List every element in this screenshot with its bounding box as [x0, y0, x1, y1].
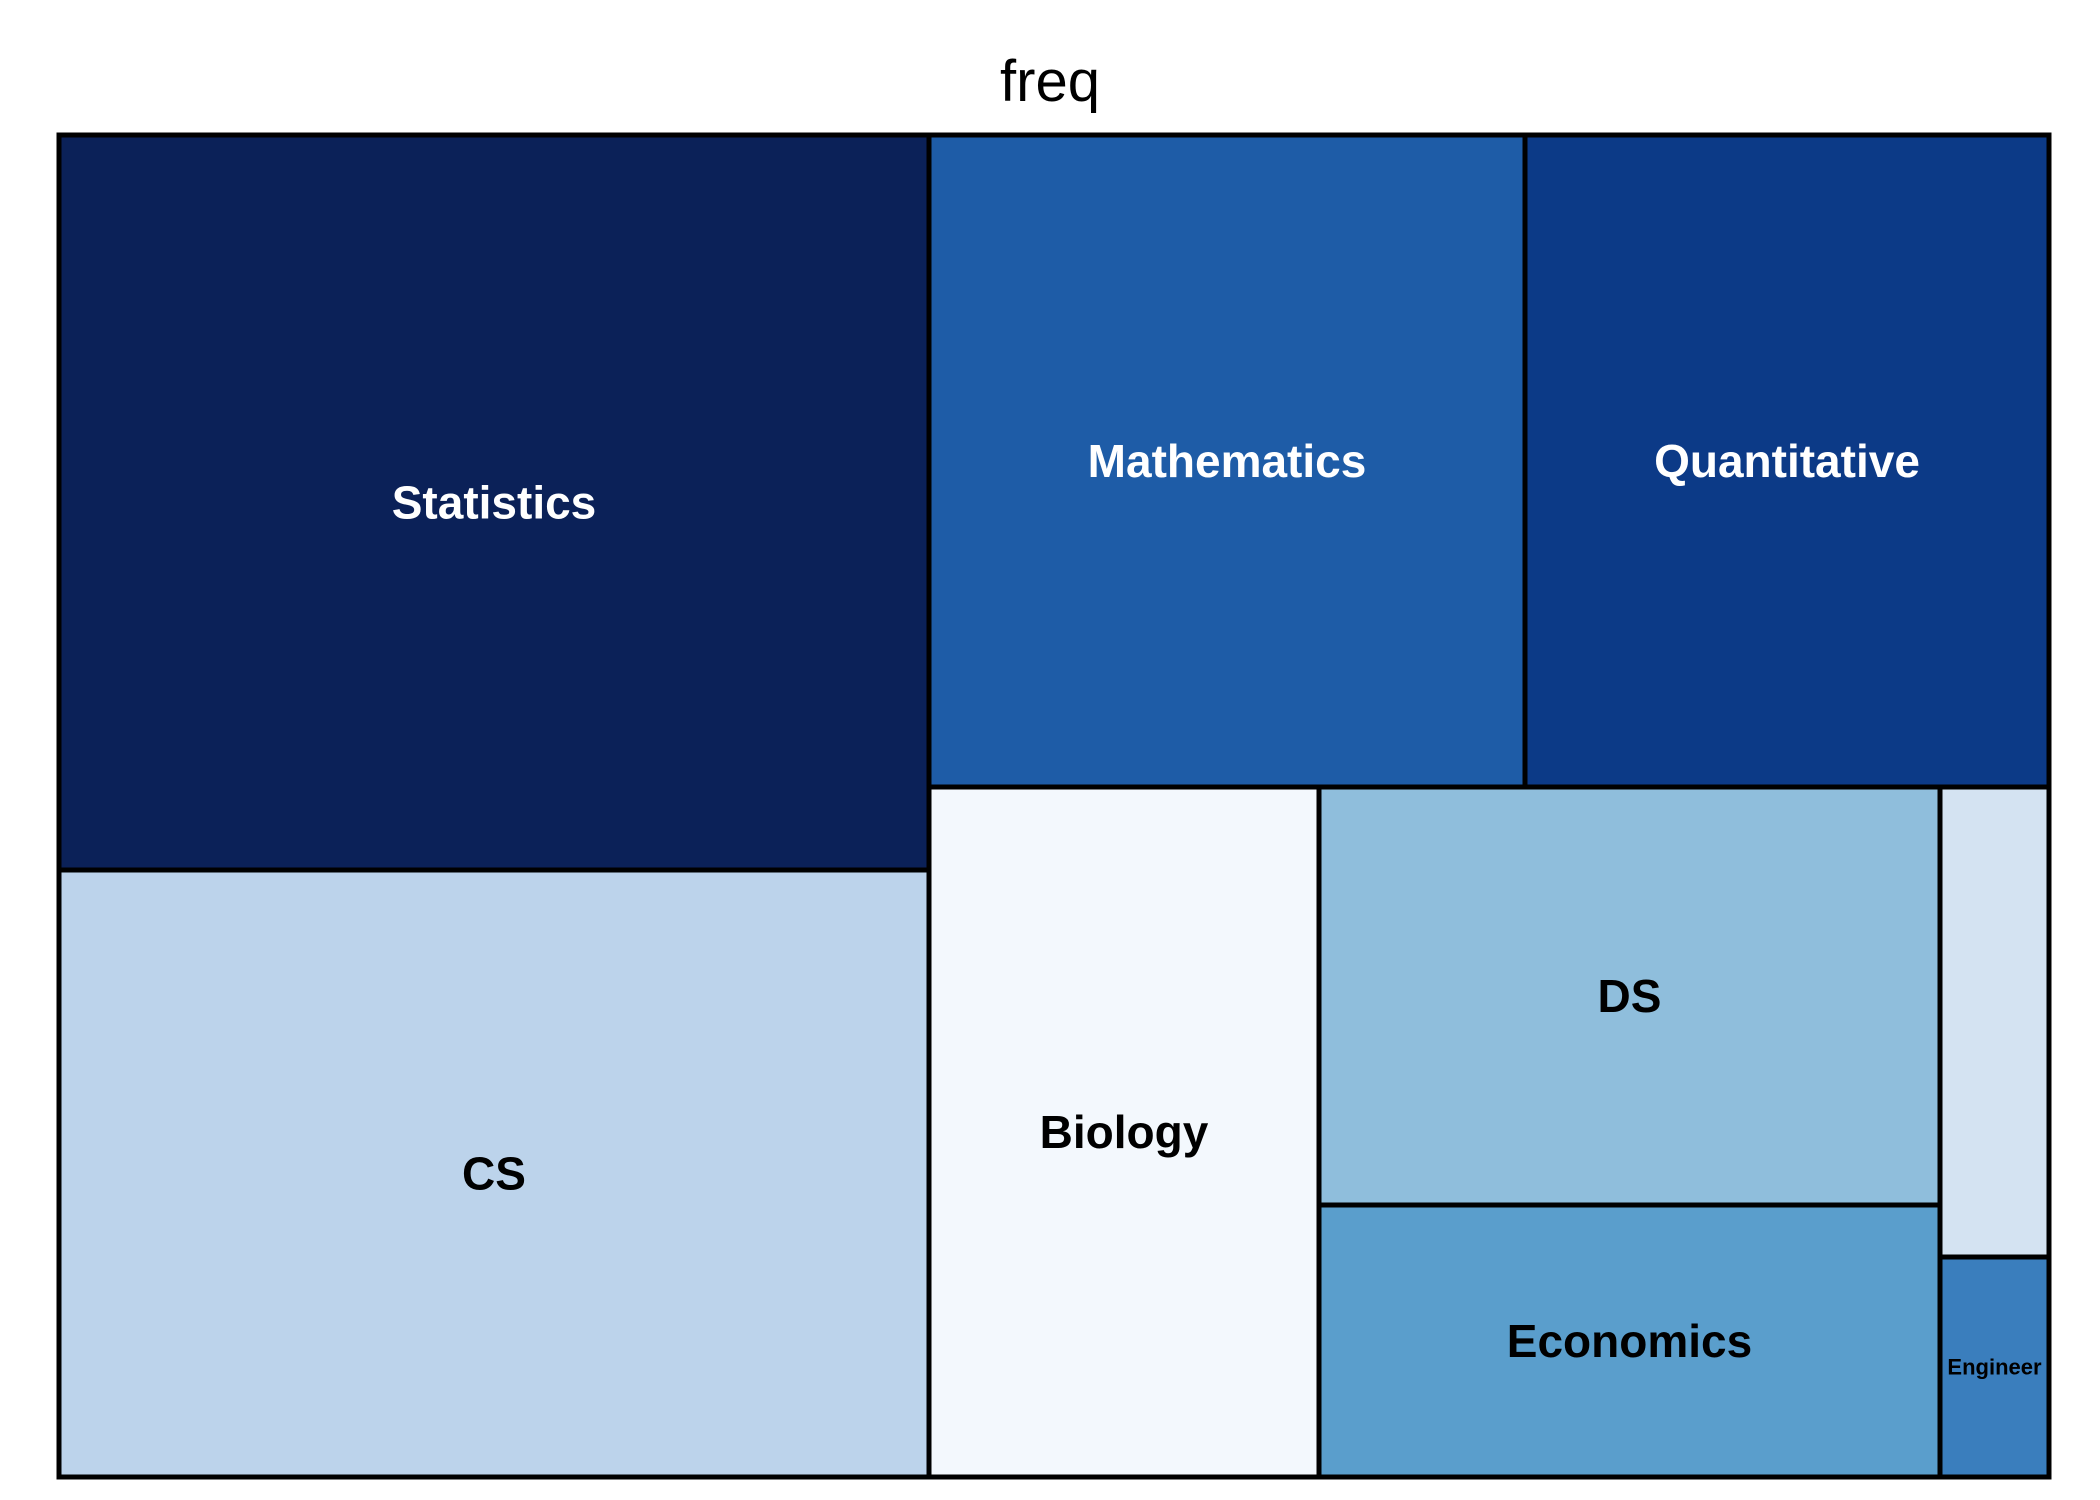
tile-rect-ds — [1316, 784, 1943, 1208]
tile-label-engineer: Engineer — [1947, 1355, 2042, 1380]
tile-statistics: Statistics — [56, 132, 932, 873]
tile-mathematics: Mathematics — [926, 132, 1528, 790]
tile-label-cs: CS — [462, 1148, 526, 1200]
chart-title: freq — [1000, 49, 1100, 114]
tile-economics: Economics — [1316, 1202, 1943, 1480]
tile-rect-statistics — [56, 132, 932, 873]
tile-quantitative: Quantitative — [1522, 132, 2052, 790]
tile-engineer: Engineer — [1937, 1254, 2052, 1480]
tile-unlabeled — [1937, 784, 2052, 1260]
treemap-border — [56, 132, 2052, 1480]
tile-label-economics: Economics — [1507, 1315, 1752, 1367]
tile-rect-unlabeled — [1937, 784, 2052, 1260]
tile-label-statistics: Statistics — [392, 477, 597, 529]
tile-label-ds: DS — [1598, 970, 1662, 1022]
tile-label-mathematics: Mathematics — [1088, 435, 1367, 487]
tile-rect-engineer — [1937, 1254, 2052, 1480]
tile-label-quantitative: Quantitative — [1654, 435, 1920, 487]
tile-label-biology: Biology — [1040, 1106, 1209, 1158]
tile-biology: Biology — [926, 784, 1322, 1480]
tile-ds: DS — [1316, 784, 1943, 1208]
tile-cs: CS — [56, 867, 932, 1480]
